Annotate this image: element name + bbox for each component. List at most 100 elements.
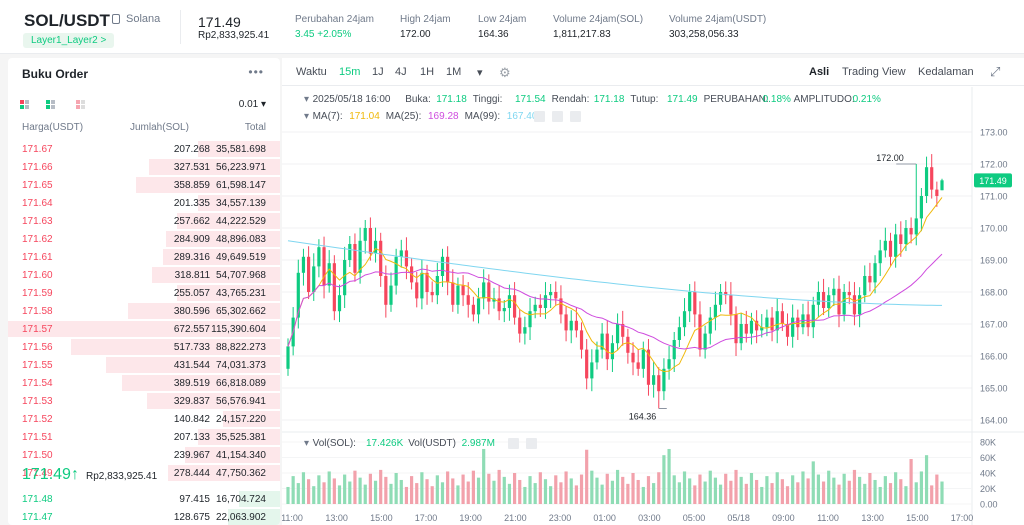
time-tick-label: 05:00 xyxy=(683,513,706,523)
view-asks-icon[interactable] xyxy=(76,100,86,110)
last-price-tag xyxy=(974,173,1012,188)
candle-body xyxy=(785,324,790,337)
volume-bar xyxy=(512,473,517,504)
candle-body xyxy=(688,292,692,312)
candle-body xyxy=(636,362,640,369)
volume-bar xyxy=(296,483,300,504)
volume-bar xyxy=(363,484,367,504)
candle-body xyxy=(842,292,846,315)
candle-body xyxy=(708,317,712,334)
timeframe-more-dropdown[interactable]: ▾ xyxy=(477,67,483,79)
timeframe-15m[interactable]: 15m xyxy=(339,66,361,78)
bid-row[interactable]: 171.48 97.415 16,704.724 xyxy=(8,490,280,508)
ask-row[interactable]: 171.61 289.316 49,649.519 xyxy=(8,248,280,266)
timeframe-1j[interactable]: 1J xyxy=(372,66,384,78)
volume-bar xyxy=(744,483,748,504)
row-amount: 255.057 xyxy=(173,288,210,299)
view-both-icon[interactable] xyxy=(20,100,30,110)
depth-bar xyxy=(105,357,280,373)
candle-body xyxy=(487,282,491,302)
timeframe-4j[interactable]: 4J xyxy=(395,66,407,78)
ask-row[interactable]: 171.54 389.519 66,818.089 xyxy=(8,374,280,392)
ask-row[interactable]: 171.62 284.909 48,896.083 xyxy=(8,230,280,248)
more-options-icon[interactable]: ••• xyxy=(248,65,264,79)
ask-row[interactable]: 171.56 517.733 88,822.273 xyxy=(8,338,280,356)
volume-bar xyxy=(914,482,918,504)
volume-bar xyxy=(600,484,604,504)
candle-body xyxy=(749,320,754,334)
volume-bar xyxy=(549,486,553,504)
timeframe-1m[interactable]: 1M xyxy=(446,66,462,78)
stat-label: Low 24jam xyxy=(478,14,527,25)
ask-row[interactable]: 171.51 207.133 35,525.381 xyxy=(8,428,280,446)
candle-body xyxy=(549,292,553,296)
ask-row[interactable]: 171.64 201.335 34,557.139 xyxy=(8,194,280,212)
ask-row[interactable]: 171.55 431.544 74,031.373 xyxy=(8,356,280,374)
chart-view-asli[interactable]: Asli xyxy=(809,66,830,78)
bid-row[interactable]: 171.47 128.675 22,063.902 xyxy=(8,508,280,525)
ask-row[interactable]: 171.60 318.811 54,707.968 xyxy=(8,266,280,284)
precision-select[interactable]: 0.01 ▾ xyxy=(238,99,266,110)
ask-row[interactable]: 171.59 255.057 43,765.231 xyxy=(8,284,280,302)
time-tick-label: 13:00 xyxy=(861,513,884,523)
pair-title[interactable]: SOL/USDT xyxy=(24,11,110,30)
candle-body xyxy=(523,327,527,334)
volume-bar xyxy=(888,483,893,504)
depth-bar xyxy=(176,285,280,301)
col-total: Total xyxy=(244,122,266,133)
view-bids-icon[interactable] xyxy=(46,100,56,110)
ask-row[interactable]: 171.67 207.268 35,581.698 xyxy=(8,140,280,158)
category-tag[interactable]: Layer1_Layer2 > xyxy=(23,33,115,48)
chain-label[interactable]: Solana xyxy=(126,13,161,25)
row-total: 54,707.968 xyxy=(215,270,266,281)
ohlc-legend: ▾ 2025/05/18 16:00 Buka: 171.18 Tinggi: 171.5… xyxy=(304,94,881,105)
volume-bar xyxy=(852,469,857,504)
volume-bar xyxy=(703,481,707,504)
volume-bar xyxy=(348,481,352,504)
volume-bar xyxy=(827,470,831,504)
timeframe-waktu[interactable]: Waktu xyxy=(296,66,327,78)
row-total: 22,063.902 xyxy=(215,512,266,523)
ask-row[interactable]: 171.49 278.444 47,750.362 xyxy=(8,464,280,482)
volume-bar xyxy=(312,486,316,504)
ask-row[interactable]: 171.53 329.837 56,576.941 xyxy=(8,392,280,410)
price-chart[interactable]: 173.00 172.00 171.00 170.00 169.00 168.00 167.… xyxy=(282,87,1024,525)
candle-body xyxy=(811,304,815,328)
volume-bar xyxy=(858,476,862,504)
fullscreen-icon[interactable]: ⤢ xyxy=(990,64,1001,79)
volume-bar xyxy=(440,482,445,504)
timeframe-1h[interactable]: 1H xyxy=(420,66,435,78)
candle-body xyxy=(744,324,748,334)
candle-body xyxy=(657,375,661,392)
time-tick-label: 17:00 xyxy=(951,513,974,523)
candle-body xyxy=(440,256,445,276)
volume-bar xyxy=(585,449,589,504)
volume-bar xyxy=(533,483,537,504)
volume-bar xyxy=(409,476,414,504)
price-tick-label: 167.00 xyxy=(980,320,1008,330)
ask-row[interactable]: 171.66 327.531 56,223.971 xyxy=(8,158,280,176)
chart-view-kedalaman[interactable]: Kedalaman xyxy=(918,66,974,78)
settings-gear-icon[interactable]: ⚙ xyxy=(499,65,511,80)
candle-body xyxy=(379,240,383,276)
price-tick-label: 172.00 xyxy=(980,160,1008,170)
ask-row[interactable]: 171.58 380.596 65,302.662 xyxy=(8,302,280,320)
ask-row[interactable]: 171.63 257.662 44,222.529 xyxy=(8,212,280,230)
candle-body xyxy=(909,228,913,235)
volume-bar xyxy=(368,473,372,504)
ask-row[interactable]: 171.50 239.967 41,154.340 xyxy=(8,446,280,464)
volume-bar xyxy=(327,471,331,504)
volume-bar xyxy=(821,481,826,504)
chart-view-trading-view[interactable]: Trading View xyxy=(842,66,906,78)
row-price: 171.60 xyxy=(22,270,53,281)
price-tick-label: 173.00 xyxy=(980,128,1008,138)
ask-row[interactable]: 171.65 358.859 61,598.147 xyxy=(8,176,280,194)
ask-row[interactable]: 171.57 672.557 115,390.604 xyxy=(8,320,280,338)
row-amount: 431.544 xyxy=(173,360,210,371)
candle-body xyxy=(507,295,512,308)
volume-bar xyxy=(765,476,769,504)
candle-body xyxy=(615,324,620,344)
candle-body xyxy=(373,240,378,254)
volume-tick-label: 60K xyxy=(980,453,996,463)
ask-row[interactable]: 171.52 140.842 24,157.220 xyxy=(8,410,280,428)
